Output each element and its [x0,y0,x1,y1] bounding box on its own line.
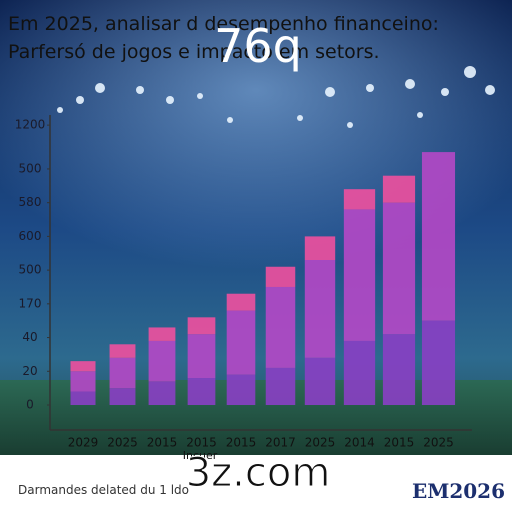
y-tick-label: 580 [19,195,42,209]
bar-segment [187,334,216,379]
y-tick-label: 0 [26,398,34,412]
x-tick-label: 2029 [68,436,99,450]
x-tick-label: 2025 [107,436,138,450]
bar-segment [421,320,456,405]
bar-segment [304,236,336,260]
y-tick-label: 170 [19,296,42,310]
bar-segment [148,381,176,405]
logo: EM2026 [412,479,505,503]
bar-segment [70,371,96,392]
y-tick-label: 600 [19,229,42,243]
bar-segment [265,286,296,368]
footer-note: Darmandes delated du 1 ldo [18,483,189,497]
x-tick-label: 2015 [186,436,217,450]
x-tick-label: 2017 [265,436,296,450]
bar-segment [304,357,336,405]
overlay-text: 76q [214,19,302,73]
bar-segment [382,175,416,203]
bar-segment [70,361,96,372]
plot: 0 20 40 170 500 600 580 500 1200 2029 2025 2015 2015… [15,118,456,450]
bar-segment [304,260,336,358]
x-tick-label: 2015 [226,436,257,450]
bar-segment [148,327,176,341]
bar-segment [382,202,416,335]
x-tick-label: 2025 [305,436,336,450]
subtitle: Parfersó de jogos e impacto em setors. [8,41,380,63]
y-tick-label: 500 [19,263,42,277]
bar-segment [226,310,256,375]
watermark: 3z.com [186,450,331,496]
bar-segment [226,374,256,405]
y-tick-label: 40 [22,330,37,344]
bar-segment [109,388,136,405]
bar-segment [265,266,296,287]
x-tick-label: 2014 [344,436,375,450]
bar-segment [343,209,376,341]
footer-band [0,455,512,512]
bar-segment [148,340,176,382]
bar-segment [187,378,216,405]
bar-segment [343,340,376,405]
bar-segment [343,189,376,210]
bar-segment [421,152,456,321]
y-tick-label: 500 [19,161,42,175]
x-axis-label: Incuer [183,449,218,462]
bar-segment [187,317,216,335]
bar-segment [70,391,96,405]
x-tick-label: 2015 [147,436,178,450]
x-tick-label: 2025 [423,436,454,450]
title: Em 2025, analisar d desempenho financein… [8,13,439,35]
bar-segment [226,293,256,311]
stadium-lights [57,66,495,128]
y-tick-label: 20 [22,364,37,378]
bar-segment [265,367,296,405]
bar-segment [109,357,136,389]
bar-segment [109,344,136,358]
bar-segment [382,334,416,405]
y-tick-label: 1200 [15,118,46,132]
x-tick-label: 2015 [384,436,415,450]
